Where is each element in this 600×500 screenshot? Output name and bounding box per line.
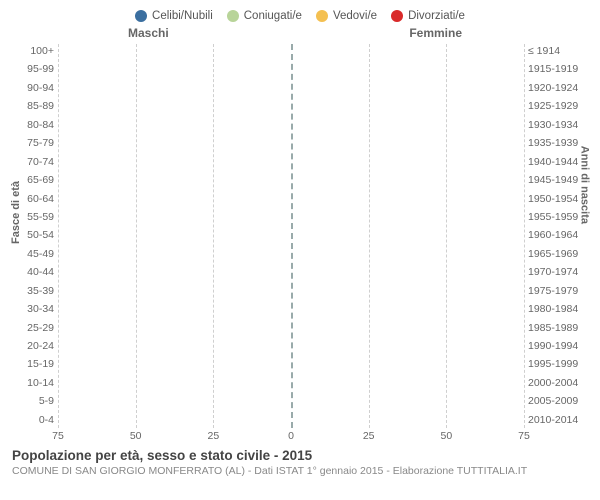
age-label: 40-44 [10, 265, 54, 280]
age-label: 90-94 [10, 81, 54, 96]
age-row: 35-391975-1979 [58, 284, 524, 299]
age-label: 80-84 [10, 118, 54, 133]
chart-subtitle: COMUNE DI SAN GIORGIO MONFERRATO (AL) - … [12, 465, 588, 478]
birth-label: 1975-1979 [528, 284, 590, 299]
birth-label: 1965-1969 [528, 247, 590, 262]
birth-label: 2005-2009 [528, 394, 590, 409]
birth-label: 1920-1924 [528, 81, 590, 96]
age-label: 70-74 [10, 155, 54, 170]
age-row: 40-441970-1974 [58, 265, 524, 280]
age-row: 85-891925-1929 [58, 99, 524, 114]
x-tick-label: 25 [207, 430, 219, 442]
population-pyramid-chart: Celibi/Nubili Coniugati/e Vedovi/e Divorzia… [0, 0, 600, 500]
birth-label: 1995-1999 [528, 357, 590, 372]
header-males: Maschi [128, 26, 169, 40]
cel-swatch [135, 10, 147, 22]
x-tick-label: 0 [288, 430, 294, 442]
age-label: 10-14 [10, 376, 54, 391]
x-tick-label: 50 [440, 430, 452, 442]
birth-label: 1930-1934 [528, 118, 590, 133]
age-label: 20-24 [10, 339, 54, 354]
birth-label: 1955-1959 [528, 210, 590, 225]
age-row: 65-691945-1949 [58, 173, 524, 188]
age-row: 55-591955-1959 [58, 210, 524, 225]
birth-label: 1925-1929 [528, 99, 590, 114]
legend-item-cel: Celibi/Nubili [135, 10, 213, 22]
gridline [524, 44, 525, 428]
con-swatch [227, 10, 239, 22]
x-tick-label: 75 [518, 430, 530, 442]
age-label: 35-39 [10, 284, 54, 299]
footer: Popolazione per età, sesso e stato civil… [8, 448, 592, 478]
age-row: 75-791935-1939 [58, 136, 524, 151]
age-label: 30-34 [10, 302, 54, 317]
age-row: 30-341980-1984 [58, 302, 524, 317]
age-label: 75-79 [10, 136, 54, 151]
ved-swatch [316, 10, 328, 22]
x-tick-label: 50 [130, 430, 142, 442]
x-tick-label: 25 [363, 430, 375, 442]
age-label: 95-99 [10, 62, 54, 77]
x-tick-label: 75 [52, 430, 64, 442]
age-row: 45-491965-1969 [58, 247, 524, 262]
age-label: 25-29 [10, 321, 54, 336]
legend-item-con: Coniugati/e [227, 10, 302, 22]
age-label: 15-19 [10, 357, 54, 372]
rows: 100+≤ 1914 95-991915-1919 90-941920-1924 85… [58, 44, 524, 428]
age-row: 80-841930-1934 [58, 118, 524, 133]
age-label: 55-59 [10, 210, 54, 225]
age-label: 60-64 [10, 192, 54, 207]
birth-label: 1950-1954 [528, 192, 590, 207]
age-row: 100+≤ 1914 [58, 44, 524, 59]
age-row: 10-142000-2004 [58, 376, 524, 391]
age-row: 70-741940-1944 [58, 155, 524, 170]
legend-label: Divorziati/e [408, 10, 465, 22]
plot-area: Fasce di età Anni di nascita 100+≤ 19149… [8, 44, 592, 444]
birth-label: 1980-1984 [528, 302, 590, 317]
age-row: 95-991915-1919 [58, 62, 524, 77]
div-swatch [391, 10, 403, 22]
age-label: 100+ [10, 44, 54, 59]
age-label: 0-4 [10, 413, 54, 428]
birth-label: 1935-1939 [528, 136, 590, 151]
side-headers: Maschi Femmine [8, 26, 592, 42]
age-label: 50-54 [10, 228, 54, 243]
birth-label: 2000-2004 [528, 376, 590, 391]
age-row: 15-191995-1999 [58, 357, 524, 372]
birth-label: 1985-1989 [528, 321, 590, 336]
chart-title: Popolazione per età, sesso e stato civil… [12, 448, 588, 465]
age-row: 90-941920-1924 [58, 81, 524, 96]
age-row: 20-241990-1994 [58, 339, 524, 354]
birth-label: 1945-1949 [528, 173, 590, 188]
birth-label: 1915-1919 [528, 62, 590, 77]
age-label: 85-89 [10, 99, 54, 114]
age-row: 50-541960-1964 [58, 228, 524, 243]
legend-label: Celibi/Nubili [152, 10, 213, 22]
birth-label: ≤ 1914 [528, 44, 590, 59]
birth-label: 1940-1944 [528, 155, 590, 170]
age-row: 25-291985-1989 [58, 321, 524, 336]
legend-label: Coniugati/e [244, 10, 302, 22]
birth-label: 1990-1994 [528, 339, 590, 354]
age-label: 65-69 [10, 173, 54, 188]
birth-label: 1970-1974 [528, 265, 590, 280]
age-row: 5-92005-2009 [58, 394, 524, 409]
age-row: 60-641950-1954 [58, 192, 524, 207]
legend: Celibi/Nubili Coniugati/e Vedovi/e Divorzia… [8, 6, 592, 26]
legend-label: Vedovi/e [333, 10, 377, 22]
age-label: 5-9 [10, 394, 54, 409]
legend-item-div: Divorziati/e [391, 10, 465, 22]
birth-label: 1960-1964 [528, 228, 590, 243]
header-females: Femmine [409, 26, 462, 40]
age-label: 45-49 [10, 247, 54, 262]
x-axis: 7550250255075 [58, 430, 524, 444]
legend-item-ved: Vedovi/e [316, 10, 377, 22]
age-row: 0-42010-2014 [58, 413, 524, 428]
birth-label: 2010-2014 [528, 413, 590, 428]
